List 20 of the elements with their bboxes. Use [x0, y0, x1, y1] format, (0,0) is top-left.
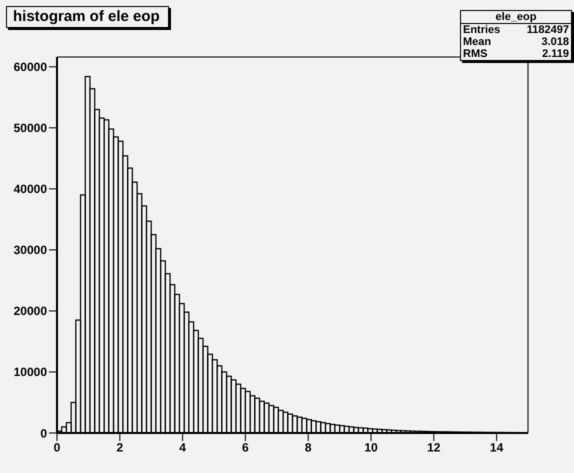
y-tick-label: 40000 — [14, 182, 48, 196]
x-tick-label: 0 — [54, 440, 61, 455]
text: Mean 3.018 — [463, 36, 569, 48]
y-tick-label: 20000 — [14, 304, 48, 318]
y-tick-label: 10000 — [14, 365, 48, 380]
y-tick-label: 50000 — [14, 121, 48, 136]
y-tick-label: 0 — [40, 426, 48, 440]
x-tick-label: 6 — [242, 440, 250, 455]
x-tick-label: 12 — [427, 440, 441, 455]
text: Entries 1182497 — [463, 24, 569, 36]
x-tick-label: 2 — [116, 440, 124, 455]
x-tick-label: 4 — [179, 440, 186, 455]
x-tick-label: 8 — [304, 440, 312, 455]
y-tick-label: 60000 — [14, 60, 48, 74]
x-tick-label: 10 — [364, 440, 378, 455]
x-tick-label: 14 — [490, 440, 504, 455]
chart-title: histogram of ele eop — [6, 6, 169, 28]
text: RMS 2.119 — [463, 48, 569, 60]
y-tick-label: 30000 — [14, 243, 48, 258]
text: ele_eop — [461, 11, 571, 24]
